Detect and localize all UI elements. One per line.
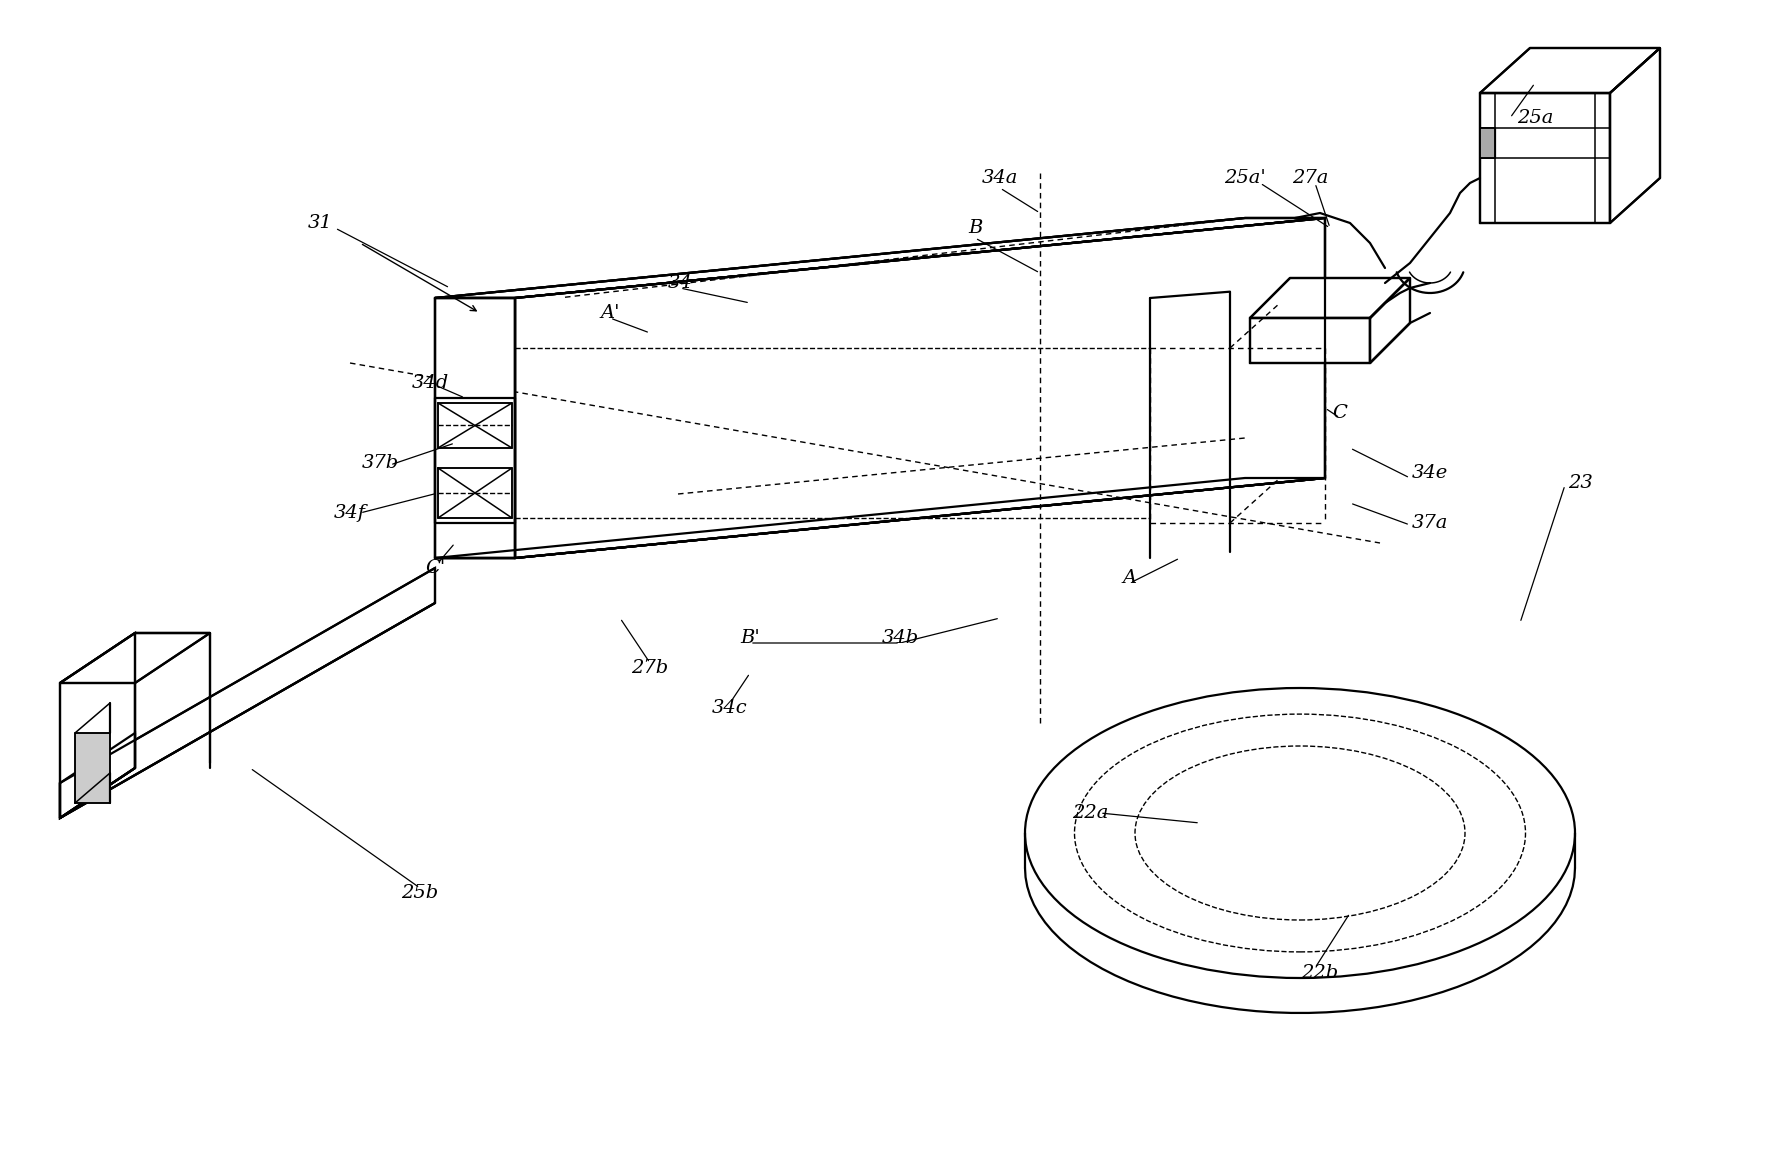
Text: B: B <box>968 219 983 237</box>
Polygon shape <box>1249 318 1370 362</box>
Text: A: A <box>1123 569 1137 586</box>
Text: 31: 31 <box>307 213 332 232</box>
Polygon shape <box>435 479 1326 558</box>
Polygon shape <box>1370 278 1409 362</box>
Polygon shape <box>1480 93 1610 223</box>
Text: 27a: 27a <box>1292 169 1327 187</box>
Text: 34e: 34e <box>1413 465 1448 482</box>
Text: 34b: 34b <box>881 629 919 647</box>
Ellipse shape <box>1025 689 1574 978</box>
Polygon shape <box>60 633 135 818</box>
Polygon shape <box>1249 278 1409 318</box>
Text: 34d: 34d <box>410 374 448 392</box>
Text: 22b: 22b <box>1301 964 1338 982</box>
Polygon shape <box>1480 128 1494 158</box>
Text: 34a: 34a <box>983 169 1018 187</box>
Text: A': A' <box>601 304 620 323</box>
Polygon shape <box>60 568 435 818</box>
Text: 27b: 27b <box>631 659 668 677</box>
Polygon shape <box>1610 48 1660 223</box>
Text: 25a': 25a' <box>1224 169 1265 187</box>
Polygon shape <box>515 218 1326 558</box>
Text: C: C <box>1333 404 1347 422</box>
Text: 37a: 37a <box>1411 514 1448 533</box>
Polygon shape <box>435 218 1326 298</box>
Polygon shape <box>435 298 515 558</box>
Polygon shape <box>60 733 135 818</box>
Polygon shape <box>75 733 110 804</box>
Text: 34f: 34f <box>334 504 366 522</box>
Text: 25b: 25b <box>402 884 439 902</box>
Polygon shape <box>437 468 512 518</box>
Text: B': B' <box>741 629 761 647</box>
Text: 34c: 34c <box>713 699 748 717</box>
Text: 23: 23 <box>1567 474 1592 491</box>
Polygon shape <box>437 404 512 448</box>
Polygon shape <box>60 633 210 683</box>
Text: 22a: 22a <box>1072 804 1109 822</box>
Text: 37b: 37b <box>361 454 398 472</box>
Text: 25a: 25a <box>1518 109 1553 127</box>
Polygon shape <box>1480 48 1660 93</box>
Text: 34: 34 <box>668 274 693 292</box>
Text: C': C' <box>425 560 444 577</box>
